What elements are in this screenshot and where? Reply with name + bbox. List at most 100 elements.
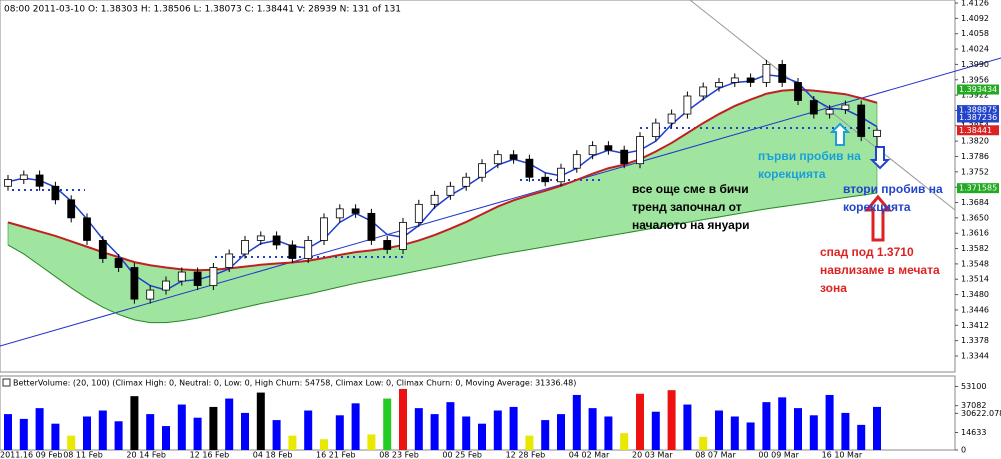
y-tick-label: 1.3820	[961, 137, 989, 146]
y-tick-label: 53100	[961, 382, 986, 391]
volume-bar	[351, 403, 360, 450]
y-tick-label: 1.3582	[961, 244, 989, 253]
x-tick-label: 20 14 Feb	[126, 451, 166, 459]
volume-bar	[114, 421, 123, 450]
price-marker	[957, 125, 999, 136]
candle-body	[873, 129, 881, 137]
volume-bar	[873, 406, 881, 450]
y-tick-label: 1.3956	[961, 75, 989, 84]
volume-bar	[604, 416, 613, 450]
y-tick-label: 1.3684	[961, 198, 989, 207]
candle-body	[241, 240, 249, 255]
x-tick-label: 16 21 Feb	[316, 451, 356, 459]
volume-bar	[67, 435, 76, 450]
candle-body	[809, 100, 818, 115]
candle-body	[304, 240, 313, 259]
volume-bar	[778, 397, 787, 450]
y-tick-label: 1.3548	[961, 259, 989, 268]
candle-body	[841, 104, 850, 110]
candle-body	[177, 271, 186, 282]
candle-body	[667, 113, 676, 124]
candle-body	[715, 82, 723, 88]
candle-body	[636, 136, 644, 165]
volume-bar	[51, 423, 60, 450]
volume-bar	[335, 415, 344, 450]
y-tick-label: 30622.0788	[961, 409, 1001, 418]
volume-bar	[651, 411, 660, 450]
candle-body	[778, 64, 787, 83]
x-tick-label: 00 25 Feb	[442, 451, 482, 459]
volume-bar	[19, 418, 28, 450]
level-lines	[12, 127, 870, 258]
arrow-up-cyan	[829, 122, 851, 146]
price-marker-label: 1.393434	[959, 85, 997, 94]
y-tick-label: 14633	[961, 428, 986, 437]
header: 08:00 2011-03-10 O: 1.38303 H: 1.38506 L…	[4, 5, 401, 15]
price-marker-label: 1.388875	[959, 106, 997, 115]
volume-bar	[130, 396, 139, 450]
arrow-down-blue	[869, 146, 891, 170]
volume-bar	[620, 433, 629, 450]
x-tick-label: 2011.16 09 Feb	[0, 451, 63, 459]
y-tick-label: 1.3412	[961, 321, 989, 330]
candle-body	[430, 194, 439, 205]
volume-bar	[825, 394, 834, 450]
candle-body	[588, 145, 597, 156]
candle-body	[272, 235, 281, 246]
candle-body	[256, 235, 265, 241]
volume-bar	[177, 404, 186, 450]
x-tick-label: 00 09 Mar	[758, 451, 799, 459]
arrow-up-red	[863, 194, 893, 242]
volume-bar	[525, 435, 534, 450]
candle-body	[762, 64, 771, 83]
volume-bar	[715, 410, 723, 450]
x-tick-label: 12 16 Feb	[190, 451, 230, 459]
annotation: първи пробив на	[758, 149, 861, 163]
volume-bar	[557, 414, 565, 450]
volume-bar	[83, 416, 91, 450]
candle-body	[399, 221, 407, 250]
x-tick-label: 12 28 Feb	[506, 451, 546, 459]
candle-body	[225, 253, 234, 268]
candle-body	[19, 174, 28, 180]
y-tick-label: 1.3990	[961, 60, 989, 69]
volume-bar	[367, 434, 376, 450]
price-marker	[957, 84, 999, 95]
volume-bar	[256, 392, 265, 450]
candle-body	[83, 217, 91, 241]
volume-bar	[209, 406, 218, 450]
x-tick-label: 04 18 Feb	[253, 451, 293, 459]
y-tick-label: 1.3922	[961, 91, 989, 100]
annotation: втори пробив на	[843, 182, 943, 196]
candle-body	[193, 271, 202, 286]
volume-bar	[841, 412, 850, 450]
volume-bar	[746, 422, 755, 450]
y-tick-label: 1.3650	[961, 213, 989, 222]
candle-body	[146, 289, 155, 300]
candle-body	[462, 176, 471, 187]
checkbox[interactable]	[2, 378, 11, 387]
volume-bar	[225, 398, 234, 450]
annotation: навлизаме в мечата	[820, 263, 940, 277]
volume-legend: BetterVolume: (20, 100) (Climax High: 0,…	[13, 379, 576, 388]
volume-bar	[636, 393, 644, 450]
candle-body	[620, 149, 629, 165]
candle-body	[794, 82, 802, 101]
candle-body	[446, 185, 455, 196]
volume-bar	[320, 439, 328, 450]
candle-body	[478, 163, 486, 178]
candle-body	[857, 104, 866, 137]
price-marker-label: 1.387236	[959, 113, 997, 122]
candle-body	[367, 212, 376, 241]
candle-body	[130, 267, 139, 300]
candle-body	[557, 167, 565, 183]
volume-bar	[241, 412, 249, 450]
ma-fast-line	[7, 74, 878, 291]
x-tick-label: 20 03 Mar	[632, 451, 673, 459]
volume-bar	[98, 410, 107, 450]
x-tick-label: 08 07 Mar	[695, 451, 736, 459]
price-marker	[957, 105, 999, 116]
candle-body	[288, 244, 297, 259]
volume-bar	[699, 436, 708, 450]
